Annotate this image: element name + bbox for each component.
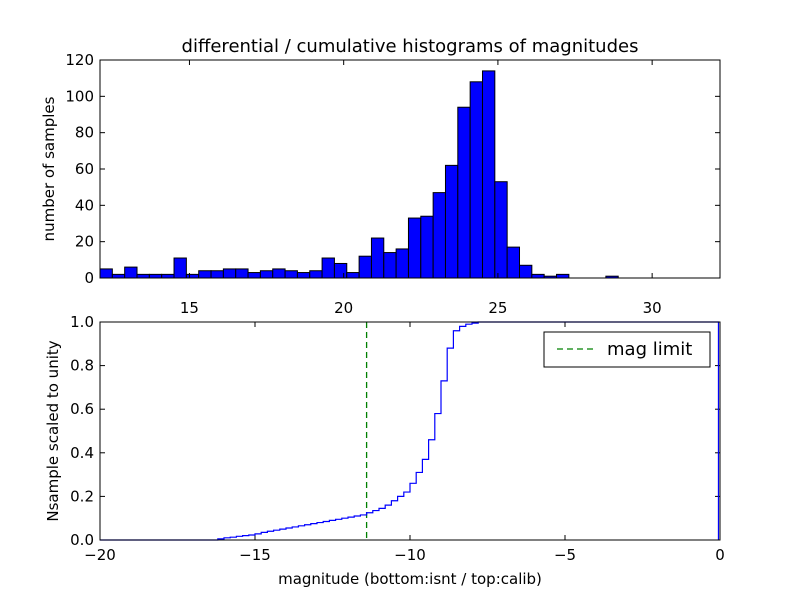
histogram-bar bbox=[173, 257, 187, 279]
histogram-bar bbox=[395, 248, 409, 279]
histogram-bar bbox=[247, 272, 261, 279]
cumulative-y-tick-label: 0.8 bbox=[70, 357, 94, 375]
cumulative-x-tick-label: −15 bbox=[239, 546, 271, 564]
histogram-bar bbox=[99, 268, 113, 279]
histogram-y-tick-label: 40 bbox=[75, 196, 94, 214]
histogram-y-axis-label: number of samples bbox=[40, 96, 58, 241]
cumulative-x-axis-label: magnitude (bottom:isnt / top:calib) bbox=[278, 570, 542, 588]
histogram-y-tick-label: 20 bbox=[75, 233, 94, 251]
cumulative-y-tick-label: 0.6 bbox=[70, 400, 94, 418]
histogram-y-tick-label: 120 bbox=[65, 51, 94, 69]
histogram-bar bbox=[519, 264, 533, 279]
histogram-bar bbox=[309, 270, 323, 279]
histogram-bar bbox=[481, 70, 496, 279]
histogram-y-tick-label: 60 bbox=[75, 160, 94, 178]
histogram-bar bbox=[136, 273, 150, 279]
histogram-y-tick-label: 80 bbox=[75, 124, 94, 142]
histogram-bar bbox=[432, 192, 446, 279]
cumulative-x-tick-label: 0 bbox=[715, 546, 725, 564]
cumulative-panel: Nsample scaled to unity magnitude (botto… bbox=[44, 313, 725, 588]
histogram-bar bbox=[370, 237, 385, 279]
histogram-plot-frame bbox=[99, 59, 721, 279]
histogram-bar bbox=[259, 270, 274, 279]
histogram-bar bbox=[296, 272, 311, 279]
histogram-bar bbox=[420, 215, 434, 279]
histogram-bar bbox=[148, 273, 163, 279]
histogram-bar bbox=[506, 246, 521, 279]
cumulative-ticks: −20 −15 −10 −5 0 0.0 0.2 0.4 0.6 0.8 1.0 bbox=[70, 313, 725, 564]
histogram-bar bbox=[531, 273, 545, 279]
cumulative-y-tick-label: 0.2 bbox=[70, 487, 94, 505]
cumulative-y-tick-label: 0.4 bbox=[70, 444, 94, 462]
histogram-y-tick-label: 0 bbox=[84, 269, 94, 287]
histogram-bar bbox=[161, 273, 175, 279]
histogram-x-tick-label: 25 bbox=[488, 299, 507, 317]
histogram-x-tick-label: 30 bbox=[643, 299, 662, 317]
histogram-bar bbox=[383, 252, 397, 279]
histogram-bar bbox=[358, 255, 372, 279]
cumulative-plot-frame bbox=[99, 321, 721, 541]
histogram-ticks: 15 20 25 30 0 20 40 60 80 100 120 bbox=[65, 51, 720, 317]
cumulative-x-tick-label: −10 bbox=[394, 546, 426, 564]
histogram-bar bbox=[457, 106, 471, 279]
legend-box bbox=[543, 331, 711, 368]
histogram-bar bbox=[346, 272, 360, 279]
histogram-bar bbox=[321, 257, 335, 279]
cumulative-x-tick-label: −20 bbox=[84, 546, 116, 564]
histogram-x-tick-label: 20 bbox=[334, 299, 353, 317]
histogram-bar bbox=[198, 270, 212, 279]
cumulative-y-axis-label: Nsample scaled to unity bbox=[44, 340, 62, 521]
histogram-bar bbox=[469, 81, 483, 279]
histogram-bar bbox=[494, 181, 508, 279]
histogram-x-tick-label: 15 bbox=[180, 299, 199, 317]
histogram-bar bbox=[407, 217, 422, 279]
legend-label: mag limit bbox=[607, 339, 692, 360]
histogram-panel: differential / cumulative histograms of … bbox=[40, 36, 721, 317]
histogram-y-tick-label: 100 bbox=[65, 87, 94, 105]
histogram-bar bbox=[222, 268, 237, 279]
chart-title: differential / cumulative histograms of … bbox=[182, 36, 639, 57]
histogram-bar bbox=[185, 273, 200, 279]
histogram-bar bbox=[556, 273, 570, 279]
cumulative-x-tick-label: −5 bbox=[554, 546, 576, 564]
histogram-bar bbox=[210, 270, 224, 279]
histogram-bar bbox=[333, 262, 348, 279]
histogram-bar bbox=[235, 268, 249, 279]
histogram-bar bbox=[284, 270, 298, 279]
histogram-bar bbox=[111, 273, 126, 279]
histogram-bar bbox=[272, 268, 286, 279]
cumulative-y-tick-label: 1.0 bbox=[70, 313, 94, 331]
histogram-bar bbox=[124, 266, 138, 279]
histogram-bar bbox=[444, 164, 459, 279]
legend: mag limit bbox=[543, 331, 711, 368]
cumulative-line bbox=[100, 321, 720, 541]
cumulative-y-tick-label: 0.0 bbox=[70, 531, 94, 549]
